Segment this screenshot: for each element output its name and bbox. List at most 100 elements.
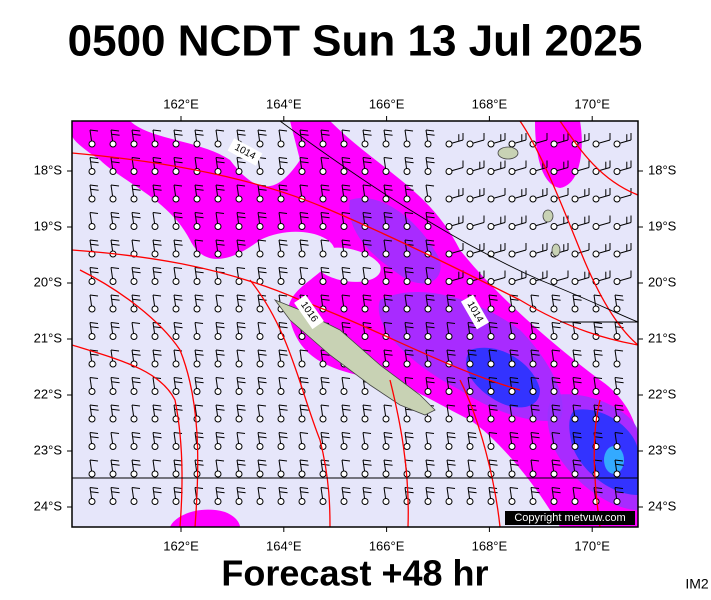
station [592,305,600,313]
barb-flag [342,271,351,274]
station [445,278,453,285]
station [277,278,285,285]
station [340,250,348,258]
station [130,168,138,175]
station [277,168,285,175]
barb-flag [152,487,162,489]
station [298,278,306,285]
barb-flag [153,326,162,329]
station [172,278,180,285]
barb-flag [278,404,288,407]
island [497,146,519,160]
station [424,140,432,148]
station [508,195,516,203]
station [508,443,516,450]
barb-flag [488,404,498,407]
station [319,250,327,258]
station [319,360,327,368]
barb-flag [153,243,162,246]
barb-flag [152,404,162,407]
black-lines [72,121,638,479]
barb-flag [384,353,393,356]
barb-flag [300,243,309,246]
station [445,415,453,423]
isobar [559,121,638,196]
barb-flag [341,322,351,324]
barb-flag [488,432,498,434]
station [466,498,474,505]
barb-flag [426,491,435,494]
station [487,278,495,285]
station [277,498,285,505]
barb-flag [132,436,141,439]
barb-flag [110,129,120,132]
station [88,168,96,175]
station [445,250,453,258]
island [542,209,554,223]
station [340,223,348,230]
barb-flag [195,463,204,466]
barb-flag [236,487,246,489]
barb-flag [257,129,267,132]
barb-flag [278,294,288,297]
barb-flag [342,408,351,411]
station [193,250,201,258]
barb-flag [341,184,351,187]
barb-flag [383,487,393,489]
barb-flag [194,212,204,214]
barb-flag [509,322,519,324]
barb-flag [363,491,372,494]
barb-flag [236,129,246,132]
barb-flag [110,184,120,187]
barb-flag [174,161,183,164]
station [466,195,474,203]
barb-flag [89,487,99,489]
barb-flag [531,326,540,329]
barb-flag [258,463,267,466]
barb-flag [110,294,120,297]
barb-flag [384,271,393,274]
barb-flag [153,161,162,164]
barb-flag [173,487,183,489]
barb-flag [383,129,393,132]
barb-flag [342,161,351,164]
label-bg [294,294,324,330]
station [571,470,579,478]
barb-flag [426,326,435,329]
precip-light [72,121,638,527]
barb-flag [257,432,267,434]
barb-flag [467,432,477,434]
station [130,195,138,203]
barb-flag [593,349,603,352]
barb-flag [593,459,603,462]
station [214,223,222,230]
barb-flag [173,432,183,434]
barb-flag [384,298,393,301]
barb-flag [552,491,561,494]
station [382,168,390,175]
barb-flag [362,212,372,214]
barb-flag [594,326,603,329]
barb-flag [467,404,477,407]
barb-flag [215,184,225,187]
barb-flag [194,129,204,132]
station [235,305,243,313]
station [277,360,285,368]
station [382,360,390,368]
barb-flag [194,349,204,352]
barb-flag [425,459,435,462]
station [319,498,327,505]
station [151,498,159,505]
barb-flag [320,184,330,187]
precip-heavy [569,409,638,495]
barb-flag [90,161,99,164]
lat-tick-label: 24°S [34,498,63,513]
barb-flag [468,326,477,329]
barb-flag [299,157,309,159]
barb-flag [320,404,330,407]
station [424,305,432,313]
barb-flag [194,404,204,407]
barb-flag [258,353,267,356]
barb-flag [320,157,330,159]
barb-flag [299,487,309,489]
